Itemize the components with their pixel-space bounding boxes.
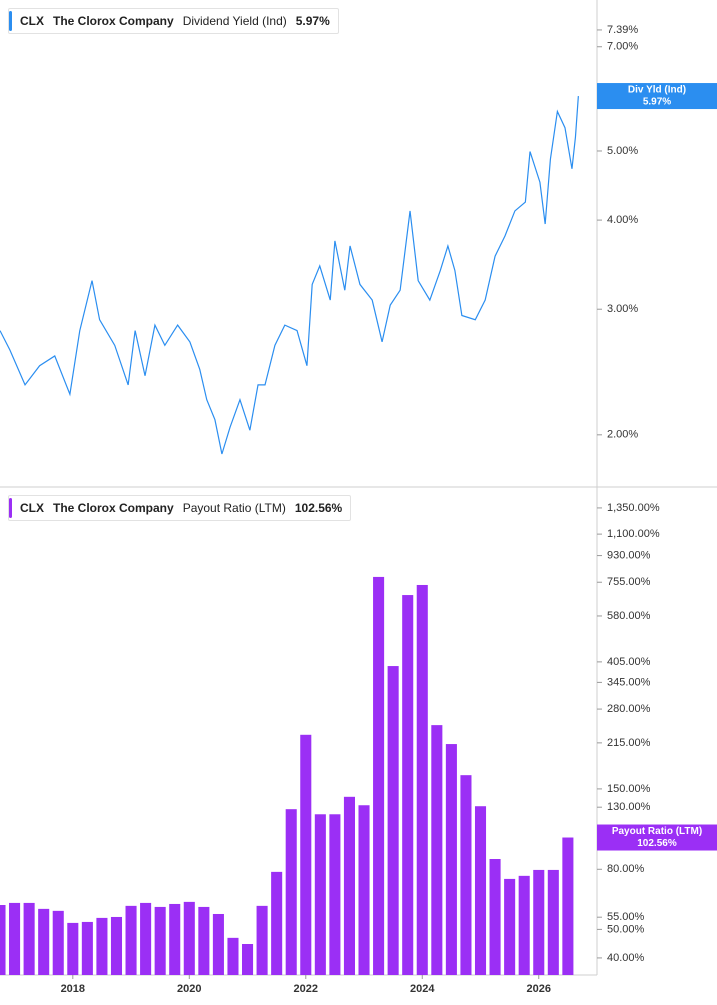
x-tick-label: 2020 xyxy=(177,983,201,995)
ticker: CLX xyxy=(20,501,44,515)
x-tick-label: 2022 xyxy=(294,983,318,995)
series-name: Payout Ratio (LTM) xyxy=(182,501,286,515)
bar xyxy=(314,814,326,975)
legend-swatch xyxy=(9,498,12,518)
bar xyxy=(125,905,137,975)
y-tick-label: 130.00% xyxy=(607,801,651,813)
y-tick-label: 55.00% xyxy=(607,911,645,923)
last-value: 5.97% xyxy=(295,14,330,28)
y-tick-label: 4.00% xyxy=(607,214,638,226)
value-tag-label: 5.97% xyxy=(643,97,671,108)
bar xyxy=(169,903,181,975)
y-tick-label: 40.00% xyxy=(607,952,645,964)
y-tick-label: 1,350.00% xyxy=(607,502,660,514)
bar xyxy=(96,917,108,975)
bar xyxy=(110,916,123,975)
bar xyxy=(212,913,224,975)
bar xyxy=(489,859,501,975)
bar xyxy=(474,806,487,975)
value-tag xyxy=(597,824,717,851)
bar xyxy=(416,584,428,975)
y-tick-label: 405.00% xyxy=(607,656,651,668)
bar xyxy=(387,666,399,975)
bar xyxy=(402,595,414,975)
bar xyxy=(81,921,93,975)
legend: CLX The Clorox Company Dividend Yield (Ind… xyxy=(8,8,339,34)
bar xyxy=(38,908,50,975)
bar xyxy=(154,906,166,975)
y-tick-label: 5.00% xyxy=(607,145,638,157)
y-tick-label: 150.00% xyxy=(607,783,651,795)
bar xyxy=(533,869,545,975)
bar xyxy=(256,905,268,975)
bar xyxy=(285,809,297,975)
value-tag-name: Payout Ratio (LTM) xyxy=(612,826,702,837)
bar xyxy=(300,734,312,975)
bar xyxy=(504,878,516,975)
bar xyxy=(198,906,210,975)
bar xyxy=(242,944,254,975)
bar xyxy=(343,796,355,975)
series-name: Dividend Yield (Ind) xyxy=(182,14,287,28)
bar xyxy=(183,901,195,975)
legend: CLX The Clorox Company Payout Ratio (LTM) 1… xyxy=(8,495,352,521)
bar xyxy=(562,837,574,975)
value-tag-label: 102.56% xyxy=(637,838,677,849)
x-tick-label: 2024 xyxy=(410,983,435,995)
bar xyxy=(67,922,79,975)
bar xyxy=(52,910,64,975)
y-tick-label: 80.00% xyxy=(607,863,645,875)
bar xyxy=(547,869,559,975)
y-tick-label: 7.00% xyxy=(607,41,638,53)
y-tick-label: 7.39% xyxy=(607,24,638,36)
y-tick-label: 755.00% xyxy=(607,576,651,588)
last-value: 102.56% xyxy=(294,501,343,515)
x-tick-label: 2026 xyxy=(527,983,551,995)
bar xyxy=(329,814,341,975)
yield-line xyxy=(0,96,579,455)
bar xyxy=(445,744,457,975)
bar xyxy=(358,805,370,975)
y-tick-label: 215.00% xyxy=(607,737,651,749)
bar xyxy=(227,937,239,975)
y-tick-label: 3.00% xyxy=(607,303,638,315)
y-tick-label: 1,100.00% xyxy=(607,528,660,540)
bar xyxy=(431,725,443,975)
plot-area xyxy=(0,96,579,975)
bar xyxy=(23,902,35,975)
ticker: CLX xyxy=(20,14,44,28)
value-tag xyxy=(597,83,717,110)
bar xyxy=(373,576,385,975)
bar xyxy=(271,871,283,975)
value-tag-name: Div Yld (Ind) xyxy=(628,85,686,96)
bar xyxy=(460,775,472,975)
bar xyxy=(140,902,152,975)
bar xyxy=(0,905,6,975)
y-tick-label: 580.00% xyxy=(607,610,651,622)
bar xyxy=(9,902,21,975)
y-tick-label: 50.00% xyxy=(607,923,645,935)
company: The Clorox Company xyxy=(53,501,174,515)
y-tick-label: 345.00% xyxy=(607,676,651,688)
bar xyxy=(518,875,530,975)
y-tick-label: 930.00% xyxy=(607,549,651,561)
x-tick-label: 2018 xyxy=(61,983,85,995)
y-tick-label: 2.00% xyxy=(607,429,638,441)
y-tick-label: 280.00% xyxy=(607,703,651,715)
legend-swatch xyxy=(9,11,12,31)
company: The Clorox Company xyxy=(53,14,174,28)
